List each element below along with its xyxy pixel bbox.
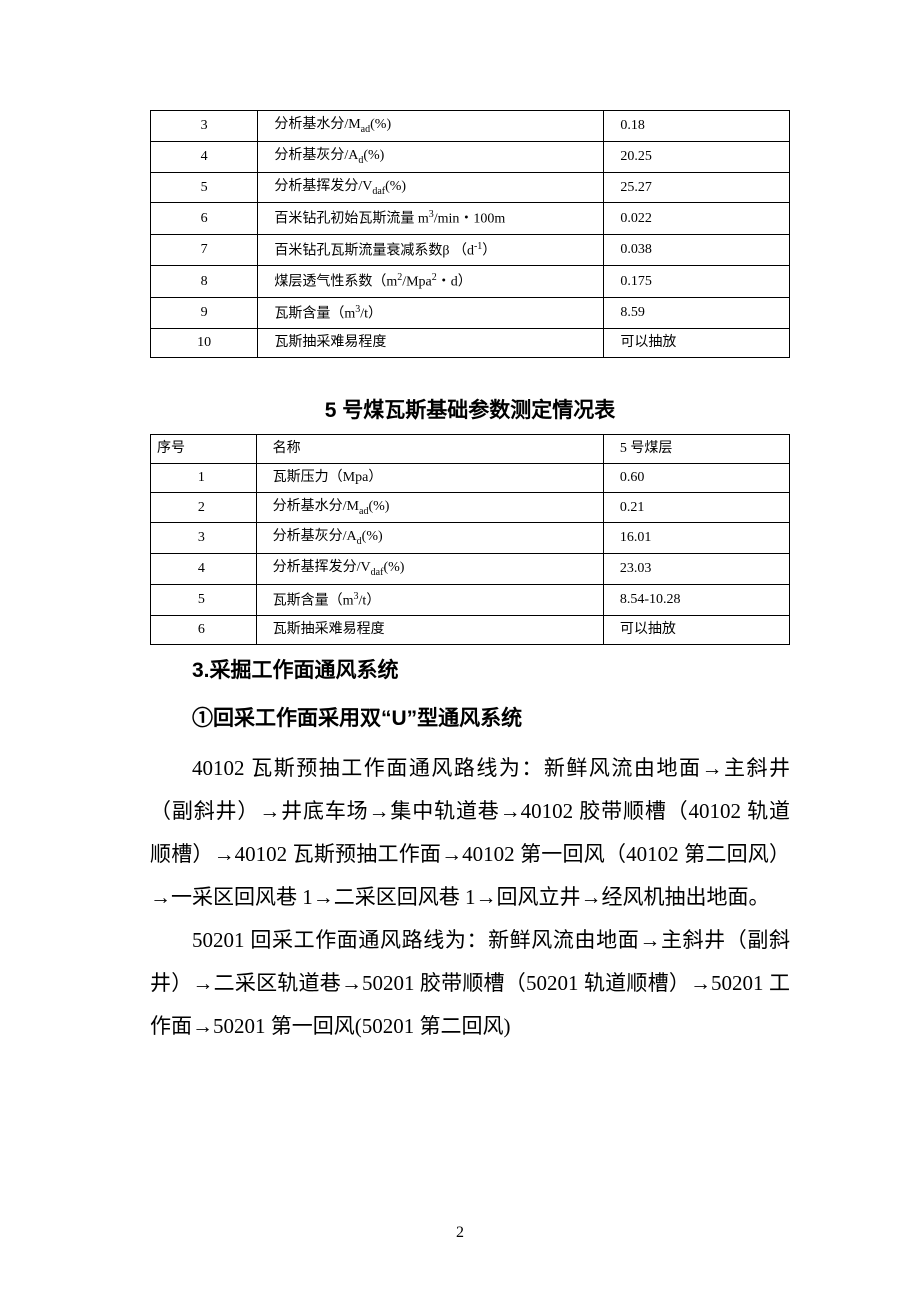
row-value: 0.21 — [603, 492, 789, 523]
row-index: 6 — [151, 616, 257, 645]
row-value: 0.038 — [604, 234, 790, 265]
row-name: 煤层透气性系数（m2/Mpa2・d） — [258, 266, 604, 297]
row-name: 瓦斯含量（m3/t） — [256, 584, 603, 615]
row-value: 0.022 — [604, 203, 790, 234]
row-value: 23.03 — [603, 554, 789, 585]
row-index: 3 — [151, 523, 257, 554]
parameters-table-2: 序号 名称 5 号煤层 1瓦斯压力（Mpa）0.602分析基水分/Mad(%)0… — [150, 434, 790, 645]
header-idx: 序号 — [151, 435, 257, 464]
table-row: 4分析基灰分/Ad(%)20.25 — [151, 141, 790, 172]
header-val: 5 号煤层 — [603, 435, 789, 464]
table-row: 5瓦斯含量（m3/t）8.54-10.28 — [151, 584, 790, 615]
paragraph-1: 40102 瓦斯预抽工作面通风路线为：新鲜风流由地面→主斜井（副斜井）→井底车场… — [150, 747, 790, 919]
row-name: 百米钻孔初始瓦斯流量 m3/min・100m — [258, 203, 604, 234]
document-page: 3分析基水分/Mad(%)0.184分析基灰分/Ad(%)20.255分析基挥发… — [0, 0, 920, 1302]
row-value: 可以抽放 — [603, 616, 789, 645]
row-value: 0.18 — [604, 111, 790, 142]
table-row: 1瓦斯压力（Mpa）0.60 — [151, 463, 790, 492]
parameters-table-1: 3分析基水分/Mad(%)0.184分析基灰分/Ad(%)20.255分析基挥发… — [150, 110, 790, 358]
table-2-header-row: 序号 名称 5 号煤层 — [151, 435, 790, 464]
row-value: 16.01 — [603, 523, 789, 554]
page-number: 2 — [0, 1224, 920, 1242]
table-row: 6瓦斯抽采难易程度可以抽放 — [151, 616, 790, 645]
table-row: 3分析基水分/Mad(%)0.18 — [151, 111, 790, 142]
row-name: 瓦斯抽采难易程度 — [258, 329, 604, 358]
row-name: 百米钻孔瓦斯流量衰减系数β （d-1） — [258, 234, 604, 265]
section-heading-3: 3.采掘工作面通风系统 — [150, 651, 790, 691]
row-name: 分析基灰分/Ad(%) — [256, 523, 603, 554]
table-2-body: 序号 名称 5 号煤层 1瓦斯压力（Mpa）0.602分析基水分/Mad(%)0… — [151, 435, 790, 645]
row-index: 2 — [151, 492, 257, 523]
row-name: 分析基水分/Mad(%) — [256, 492, 603, 523]
table-row: 6百米钻孔初始瓦斯流量 m3/min・100m0.022 — [151, 203, 790, 234]
table-row: 3分析基灰分/Ad(%)16.01 — [151, 523, 790, 554]
table-row: 8煤层透气性系数（m2/Mpa2・d）0.175 — [151, 266, 790, 297]
row-index: 5 — [151, 584, 257, 615]
row-name: 分析基灰分/Ad(%) — [258, 141, 604, 172]
row-name: 分析基水分/Mad(%) — [258, 111, 604, 142]
paragraph-2: 50201 回采工作面通风路线为：新鲜风流由地面→主斜井（副斜井）→二采区轨道巷… — [150, 919, 790, 1048]
table-2-caption: 5 号煤瓦斯基础参数测定情况表 — [150, 394, 790, 424]
row-index: 6 — [151, 203, 258, 234]
table-row: 9瓦斯含量（m3/t）8.59 — [151, 297, 790, 328]
row-value: 20.25 — [604, 141, 790, 172]
section-heading-3-1: ①回采工作面采用双“U”型通风系统 — [150, 699, 790, 739]
row-value: 0.175 — [604, 266, 790, 297]
row-index: 4 — [151, 554, 257, 585]
row-name: 瓦斯含量（m3/t） — [258, 297, 604, 328]
table-row: 4分析基挥发分/Vdaf(%)23.03 — [151, 554, 790, 585]
row-index: 10 — [151, 329, 258, 358]
table-1-body: 3分析基水分/Mad(%)0.184分析基灰分/Ad(%)20.255分析基挥发… — [151, 111, 790, 358]
row-value: 可以抽放 — [604, 329, 790, 358]
row-index: 8 — [151, 266, 258, 297]
row-index: 3 — [151, 111, 258, 142]
row-index: 5 — [151, 172, 258, 203]
row-index: 7 — [151, 234, 258, 265]
table-row: 10瓦斯抽采难易程度可以抽放 — [151, 329, 790, 358]
row-name: 分析基挥发分/Vdaf(%) — [256, 554, 603, 585]
row-name: 瓦斯抽采难易程度 — [256, 616, 603, 645]
row-value: 25.27 — [604, 172, 790, 203]
row-name: 瓦斯压力（Mpa） — [256, 463, 603, 492]
header-name: 名称 — [256, 435, 603, 464]
table-row: 7百米钻孔瓦斯流量衰减系数β （d-1）0.038 — [151, 234, 790, 265]
row-index: 4 — [151, 141, 258, 172]
table-row: 5分析基挥发分/Vdaf(%)25.27 — [151, 172, 790, 203]
row-index: 9 — [151, 297, 258, 328]
row-index: 1 — [151, 463, 257, 492]
row-value: 8.54-10.28 — [603, 584, 789, 615]
table-row: 2分析基水分/Mad(%)0.21 — [151, 492, 790, 523]
row-value: 8.59 — [604, 297, 790, 328]
row-name: 分析基挥发分/Vdaf(%) — [258, 172, 604, 203]
row-value: 0.60 — [603, 463, 789, 492]
